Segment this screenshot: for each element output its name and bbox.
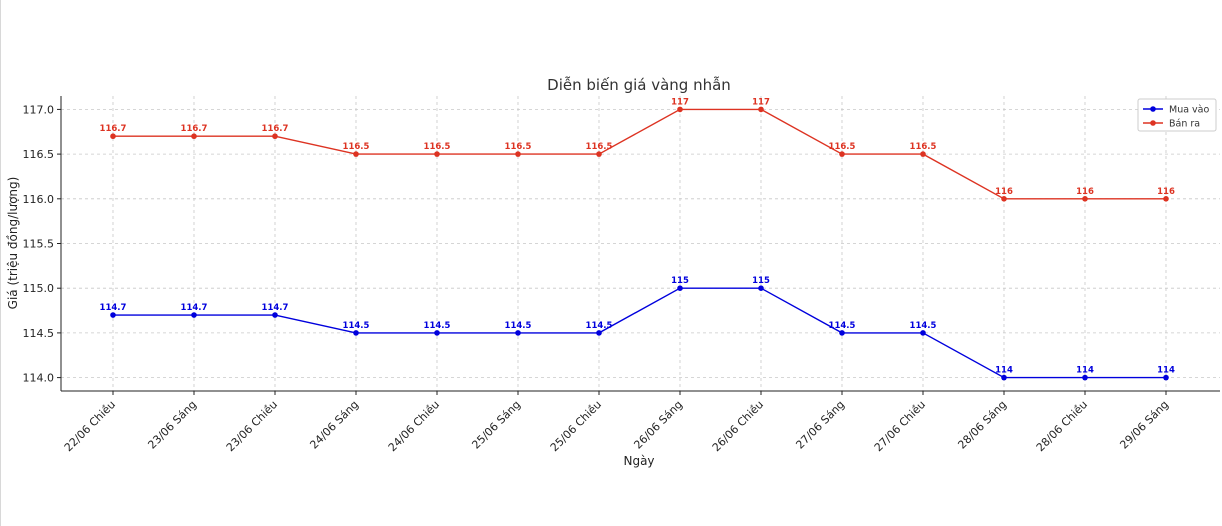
data-label: 114.7	[181, 303, 208, 313]
y-tick-label: 114.5	[23, 327, 55, 340]
data-point	[434, 330, 440, 336]
x-tick-label: 26/06 Chiều	[710, 398, 766, 454]
data-label: 117	[752, 97, 770, 107]
x-tick-label: 23/06 Sáng	[145, 398, 199, 452]
chart-title: Diễn biến giá vàng nhẫn	[547, 76, 731, 94]
data-point	[758, 285, 764, 291]
data-label: 116.5	[424, 142, 451, 152]
data-point	[677, 106, 683, 113]
data-point	[353, 330, 359, 336]
data-label: 114.5	[910, 321, 937, 331]
data-label: 114.5	[424, 321, 451, 331]
y-tick-label: 117.0	[23, 103, 55, 116]
data-label: 114.5	[829, 321, 856, 331]
legend-label: Bán ra	[1169, 119, 1200, 130]
data-label: 116.5	[586, 142, 613, 152]
x-tick-label: 22/06 Chiều	[62, 398, 118, 454]
data-label: 117	[671, 97, 689, 107]
series-group: 114.7 114.7 114.7 114.5 114.5 114.5 114.5 115 11…	[100, 97, 1175, 381]
data-label: 114	[1157, 366, 1175, 376]
data-point	[920, 151, 926, 157]
data-point	[1163, 374, 1169, 381]
data-label: 116.5	[910, 142, 937, 152]
series-line-2	[113, 108, 1166, 200]
x-tick-label: 28/06 Sáng	[955, 398, 1009, 452]
data-point	[1082, 374, 1088, 381]
legend-label: Mua vào	[1169, 105, 1210, 116]
data-point	[758, 106, 764, 113]
x-tick-label: 25/06 Sáng	[469, 398, 523, 452]
x-tick-label: 26/06 Sáng	[631, 398, 685, 452]
data-point	[839, 330, 845, 336]
data-label: 116.7	[100, 124, 127, 134]
data-point	[1001, 374, 1007, 381]
legend-marker	[1150, 120, 1156, 126]
legend-marker	[1150, 106, 1156, 112]
data-point	[110, 312, 116, 318]
data-label: 116.7	[262, 124, 289, 134]
y-tick-label: 116.0	[23, 193, 55, 206]
y-axis-label: Giá (triệu đồng/lượng)	[6, 177, 20, 310]
grid-lines	[61, 96, 1220, 391]
y-tick-label: 115.5	[23, 238, 55, 251]
data-point	[920, 330, 926, 336]
data-label: 114	[995, 366, 1013, 376]
data-point	[596, 330, 602, 336]
data-label: 114.5	[343, 321, 370, 331]
data-point	[515, 330, 521, 336]
data-label: 114.5	[505, 321, 532, 331]
data-point	[191, 133, 197, 140]
data-label: 116	[995, 187, 1013, 197]
data-point	[1163, 196, 1169, 202]
series-line-1	[113, 287, 1166, 379]
data-point	[191, 312, 197, 318]
data-label: 116	[1157, 187, 1175, 197]
data-label: 114.5	[586, 321, 613, 331]
data-point	[110, 133, 116, 140]
data-point	[434, 151, 440, 157]
data-point	[353, 151, 359, 157]
data-label: 114	[1076, 366, 1094, 376]
x-ticks: 22/06 Chiều 23/06 Sáng 23/06 Chiều 24/06 Sá…	[62, 391, 1171, 454]
x-tick-label: 28/06 Chiều	[1034, 398, 1090, 454]
data-point	[839, 151, 845, 157]
data-label: 116.5	[505, 142, 532, 152]
data-label: 115	[752, 276, 770, 286]
x-axis-label: Ngày	[623, 454, 654, 468]
x-tick-label: 25/06 Chiều	[548, 398, 604, 454]
data-point	[1082, 196, 1088, 202]
legend: Mua vào Bán ra	[1137, 98, 1217, 132]
data-label: 116	[1076, 187, 1094, 197]
x-tick-label: 27/06 Chiều	[872, 398, 928, 454]
data-label: 115	[671, 276, 689, 286]
y-tick-label: 114.0	[23, 372, 55, 385]
data-point	[677, 285, 683, 291]
data-point	[272, 133, 278, 140]
x-tick-label: 23/06 Chiều	[224, 398, 280, 454]
data-label: 114.7	[262, 303, 289, 313]
x-tick-label: 24/06 Chiều	[386, 398, 442, 454]
data-point	[272, 312, 278, 318]
x-tick-label: 27/06 Sáng	[793, 398, 847, 452]
y-tick-label: 116.5	[23, 148, 55, 161]
data-label: 116.7	[181, 124, 208, 134]
data-label: 116.5	[343, 142, 370, 152]
x-tick-label: 24/06 Sáng	[307, 398, 361, 452]
data-label: 114.7	[100, 303, 127, 313]
y-tick-label: 115.0	[23, 282, 55, 295]
x-tick-label: 29/06 Sáng	[1117, 398, 1171, 452]
y-ticks: 114.0 114.5 115.0 115.5 116.0 116.5 117.0	[23, 103, 61, 385]
data-label: 116.5	[829, 142, 856, 152]
data-point	[1001, 196, 1007, 202]
data-point	[596, 151, 602, 157]
data-point	[515, 151, 521, 157]
